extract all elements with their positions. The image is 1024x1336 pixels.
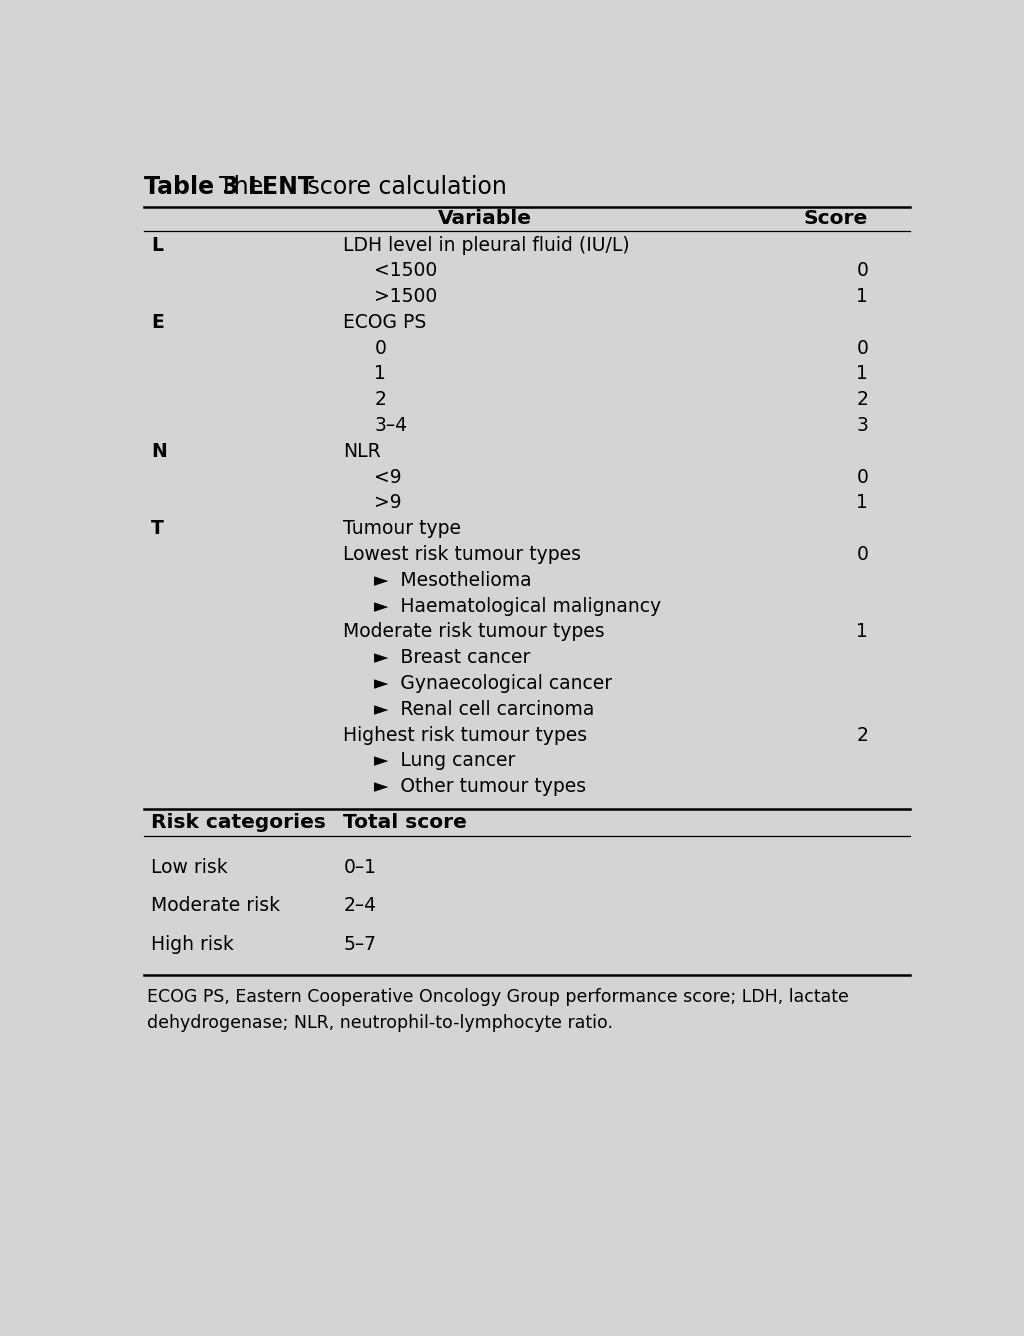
Text: Moderate risk: Moderate risk xyxy=(152,896,281,915)
Text: ►  Other tumour types: ► Other tumour types xyxy=(375,778,587,796)
Text: 0: 0 xyxy=(856,339,868,358)
Text: ►  Lung cancer: ► Lung cancer xyxy=(375,751,516,771)
Text: The: The xyxy=(219,175,271,199)
Text: High risk: High risk xyxy=(152,935,234,954)
Text: <9: <9 xyxy=(375,468,402,486)
Text: Low risk: Low risk xyxy=(152,858,228,876)
Text: 1: 1 xyxy=(856,493,868,513)
Text: Moderate risk tumour types: Moderate risk tumour types xyxy=(343,623,605,641)
Text: Total score: Total score xyxy=(343,814,467,832)
Text: Risk categories: Risk categories xyxy=(152,814,326,832)
Text: N: N xyxy=(152,442,167,461)
Text: 0: 0 xyxy=(856,545,868,564)
Text: 0–1: 0–1 xyxy=(343,858,377,876)
Text: Lowest risk tumour types: Lowest risk tumour types xyxy=(343,545,582,564)
Text: T: T xyxy=(152,520,164,538)
Text: 3: 3 xyxy=(856,415,868,436)
Text: 5–7: 5–7 xyxy=(343,935,377,954)
Text: 1: 1 xyxy=(856,287,868,306)
Text: ►  Gynaecological cancer: ► Gynaecological cancer xyxy=(375,675,612,693)
Text: Table 3: Table 3 xyxy=(143,175,239,199)
Text: ECOG PS, Eastern Cooperative Oncology Group performance score; LDH, lactate
dehy: ECOG PS, Eastern Cooperative Oncology Gr… xyxy=(147,989,849,1033)
Text: 0: 0 xyxy=(856,262,868,281)
Text: <1500: <1500 xyxy=(375,262,437,281)
Text: Score: Score xyxy=(804,210,868,228)
Text: 1: 1 xyxy=(856,623,868,641)
Text: ►  Renal cell carcinoma: ► Renal cell carcinoma xyxy=(375,700,595,719)
Text: 3–4: 3–4 xyxy=(375,415,408,436)
Text: score calculation: score calculation xyxy=(300,175,507,199)
Text: 2–4: 2–4 xyxy=(343,896,377,915)
Text: >1500: >1500 xyxy=(375,287,437,306)
Text: LENT: LENT xyxy=(248,175,315,199)
Text: 0: 0 xyxy=(375,339,386,358)
Text: 2: 2 xyxy=(375,390,386,409)
Text: 2: 2 xyxy=(856,725,868,744)
Text: 1: 1 xyxy=(375,365,386,383)
Text: ECOG PS: ECOG PS xyxy=(343,313,427,331)
Text: ►  Mesothelioma: ► Mesothelioma xyxy=(375,570,532,591)
Text: Tumour type: Tumour type xyxy=(343,520,462,538)
Text: >9: >9 xyxy=(375,493,402,513)
Text: Variable: Variable xyxy=(437,210,531,228)
Text: LDH level in pleural fluid (IU/L): LDH level in pleural fluid (IU/L) xyxy=(343,235,630,255)
Text: L: L xyxy=(152,235,163,255)
Text: ►  Breast cancer: ► Breast cancer xyxy=(375,648,530,667)
Text: NLR: NLR xyxy=(343,442,381,461)
Text: 1: 1 xyxy=(856,365,868,383)
Text: 2: 2 xyxy=(856,390,868,409)
Text: Highest risk tumour types: Highest risk tumour types xyxy=(343,725,588,744)
Text: 0: 0 xyxy=(856,468,868,486)
Text: E: E xyxy=(152,313,164,331)
Text: ►  Haematological malignancy: ► Haematological malignancy xyxy=(375,597,662,616)
